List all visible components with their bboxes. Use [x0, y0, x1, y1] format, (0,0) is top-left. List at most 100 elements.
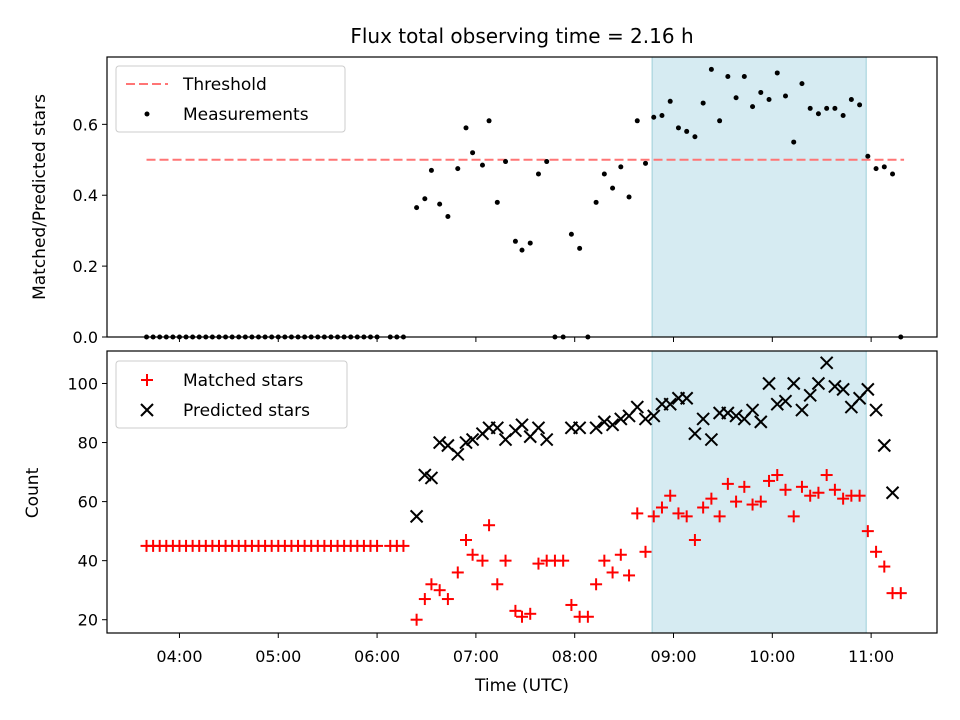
measurement-point — [708, 66, 714, 72]
bottom-y-ticks: 20 40 60 80 100 — [67, 374, 107, 630]
matched-star-point — [460, 533, 473, 546]
predicted-star-point — [803, 388, 817, 403]
legend-predicted-swatch — [140, 403, 154, 417]
legend-threshold-label: Threshold — [182, 75, 267, 95]
predicted-star-point — [572, 421, 587, 435]
top-legend-box — [115, 65, 346, 133]
predicted-star-point — [688, 426, 702, 441]
measurement-point — [470, 150, 476, 156]
predicted-star-point — [597, 415, 612, 429]
measurement-point — [807, 105, 813, 111]
matched-star-point — [754, 495, 767, 508]
matched-star-point — [397, 539, 410, 552]
bottom-plot-frame — [106, 350, 938, 634]
top-y-tick-label: 0.2 — [73, 257, 98, 276]
predicted-star-point — [490, 421, 505, 435]
top-panel: 0.0 0.2 0.4 0.6 Matched/Predicted stars Thr… — [30, 56, 938, 347]
x-tick-label: 04:00 — [156, 647, 202, 666]
matched-star-point — [451, 566, 464, 579]
measurement-point — [782, 93, 788, 99]
matched-star-point — [804, 489, 817, 502]
top-plot-frame — [106, 56, 938, 338]
predicted-star-point — [451, 447, 465, 462]
measurement-point — [873, 166, 879, 172]
matched-star-point — [433, 584, 446, 597]
matched-star-point — [418, 593, 431, 606]
legend-measurements-label: Measurements — [183, 105, 309, 125]
measurement-point — [445, 213, 451, 219]
predicted-star-point — [465, 432, 480, 447]
predicted-star-point — [630, 400, 644, 414]
predicted-star-point — [787, 376, 801, 391]
chart-title: Flux total observing time = 2.16 h — [350, 24, 693, 48]
predicted-star-point — [432, 435, 447, 450]
top-y-tick-label: 0.0 — [73, 328, 98, 347]
bottom-y-tick-label: 20 — [78, 611, 98, 630]
matched-star-point — [730, 495, 743, 508]
matched-star-point — [746, 498, 759, 511]
measurement-point — [643, 160, 649, 166]
matched-star-point — [713, 510, 726, 523]
matched-star-point — [697, 501, 710, 514]
bottom-x-ticks: 04:00 05:00 06:00 07:00 08:00 09:00 10:00 11:00 — [156, 633, 894, 666]
predicted-star-point — [418, 468, 432, 482]
matched-star-point — [483, 519, 496, 532]
predicted-star-point — [614, 412, 628, 426]
measurement-point — [463, 125, 469, 131]
x-axis-label: Time (UTC) — [474, 676, 569, 696]
predicted-star-point — [828, 379, 842, 394]
measurement-point — [700, 100, 706, 106]
measurement-point — [535, 171, 541, 177]
matched-star-point — [425, 578, 438, 591]
measurement-point — [455, 166, 461, 172]
top-legend: Threshold Measurements — [115, 65, 346, 133]
predicted-star-point — [605, 418, 620, 432]
matched-star-point — [861, 525, 874, 538]
matched-star-point — [837, 492, 850, 505]
measurement-point — [824, 105, 830, 111]
measurement-point — [733, 95, 739, 101]
measurement-point — [626, 194, 632, 200]
matched-star-point — [787, 510, 800, 523]
matched-star-point — [705, 492, 718, 505]
predicted-star-point — [762, 376, 776, 391]
predicted-star-point — [795, 403, 809, 417]
bottom-panel: 20 40 60 80 100 04:00 05:00 06:00 07:00 08:00 09:… — [23, 350, 938, 696]
legend-matched-label: Matched stars — [183, 371, 303, 391]
matched-star-point — [606, 566, 619, 579]
measurement-point — [512, 238, 518, 244]
predicted-star-point — [696, 412, 710, 426]
count-points — [140, 356, 907, 626]
measurement-point — [601, 171, 607, 177]
predicted-star-point — [531, 421, 546, 435]
x-tick-label: 10:00 — [749, 647, 795, 666]
measurement-point — [667, 98, 673, 104]
x-tick-label: 06:00 — [354, 647, 400, 666]
matched-star-point — [828, 483, 841, 496]
top-y-tick-label: 0.4 — [73, 186, 98, 205]
measurement-point — [684, 128, 690, 134]
measurement-point — [437, 201, 443, 207]
measurement-point — [791, 139, 797, 145]
predicted-star-point — [647, 409, 661, 423]
matched-star-point — [509, 604, 522, 617]
matched-star-point — [812, 486, 825, 499]
top-y-axis-label: Matched/Predicted stars — [30, 94, 50, 300]
predicted-star-point — [778, 394, 793, 408]
matched-star-point — [441, 593, 454, 606]
measurement-point — [774, 70, 780, 76]
measurement-point — [750, 104, 756, 110]
measurement-point — [651, 114, 657, 120]
measurement-point — [848, 97, 854, 103]
top-x-ticks — [178, 337, 872, 342]
measurement-point — [422, 196, 428, 202]
legend-predicted-label: Predicted stars — [183, 401, 310, 421]
measurement-point — [618, 164, 624, 170]
matched-star-point — [516, 610, 528, 623]
matched-star-point — [721, 477, 734, 490]
matched-star-point — [795, 480, 808, 493]
measurement-point — [865, 153, 871, 159]
predicted-star-point — [679, 391, 694, 405]
matched-star-point — [688, 533, 701, 546]
bottom-y-tick-label: 100 — [67, 374, 98, 393]
